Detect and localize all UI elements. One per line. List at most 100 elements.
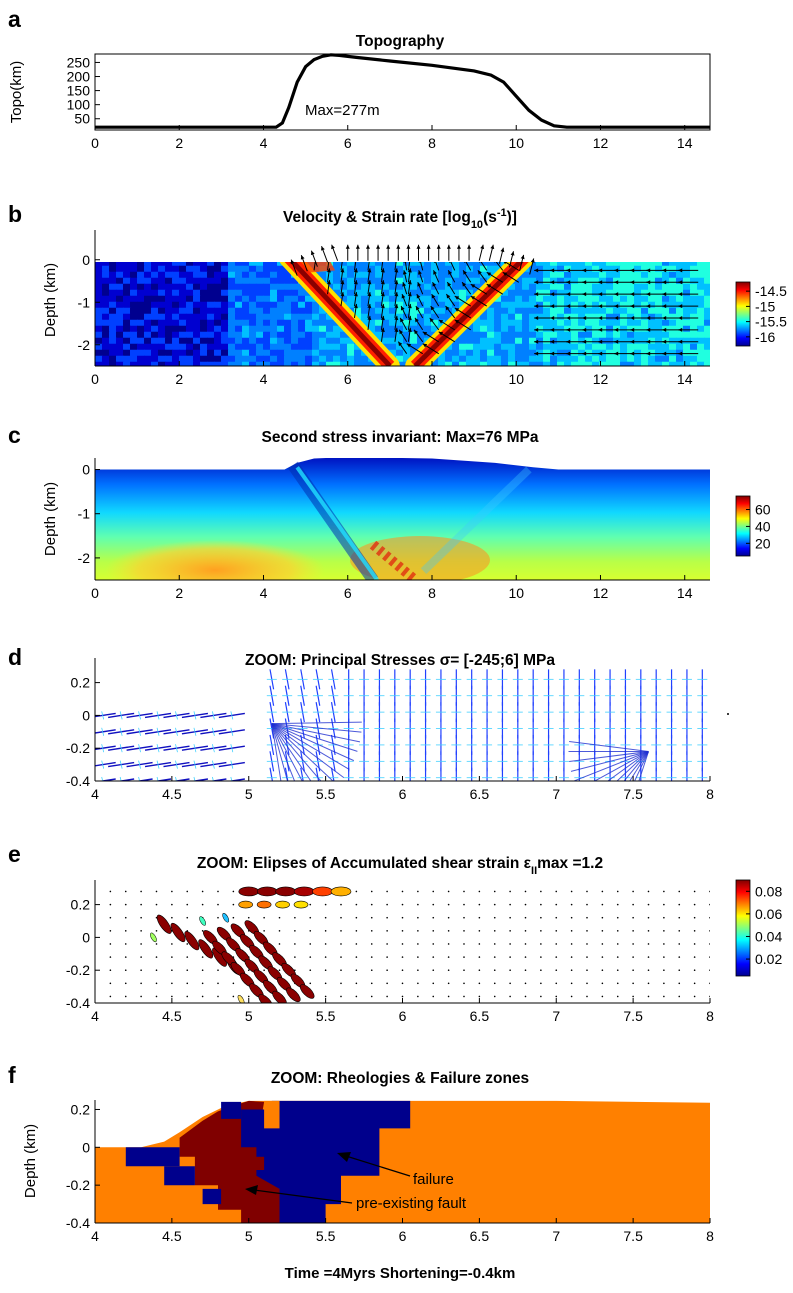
grid-dot <box>602 930 604 932</box>
panel-b: b Velocity & Strain rate [log10(s-1)] 02… <box>8 201 787 387</box>
grid-dot <box>617 943 619 945</box>
grid-dot <box>463 917 465 919</box>
grid-dot <box>294 956 296 958</box>
x-tick-label: 4 <box>260 371 268 387</box>
grid-dot <box>463 956 465 958</box>
grid-dot <box>602 917 604 919</box>
grid-dot <box>402 996 404 998</box>
y-tick-label: -2 <box>78 337 91 353</box>
panel-a-annotation: Max=277m <box>305 102 380 119</box>
grid-dot <box>217 969 219 971</box>
x-tick-label: 4.5 <box>162 786 182 802</box>
grid-dot <box>386 917 388 919</box>
velocity-arrowhead <box>396 245 400 249</box>
grid-dot <box>125 904 127 906</box>
grid-dot <box>448 956 450 958</box>
x-tick-label: 5 <box>245 1008 253 1024</box>
x-tick-label: 5.5 <box>316 1228 336 1244</box>
x-tick-label: 7 <box>552 786 560 802</box>
grid-dot <box>156 969 158 971</box>
y-tick-label: 150 <box>67 83 91 99</box>
grid-dot <box>386 930 388 932</box>
grid-dot <box>678 956 680 958</box>
x-tick-label: 5 <box>245 1228 253 1244</box>
grid-dot <box>632 904 634 906</box>
panel-label-e: e <box>8 841 21 867</box>
grid-dot <box>340 943 342 945</box>
y-tick-label: -0.2 <box>66 740 90 756</box>
failure-patch <box>126 1147 180 1166</box>
grid-dot <box>186 969 188 971</box>
grid-dot <box>602 983 604 985</box>
grid-dot <box>202 996 204 998</box>
grid-dot <box>233 996 235 998</box>
grid-dot <box>555 969 557 971</box>
grid-dot <box>463 904 465 906</box>
colorbar-tick-label: 60 <box>755 502 771 518</box>
fault-patch <box>249 1157 264 1170</box>
grid-dot <box>509 904 511 906</box>
y-tick-label: 0.2 <box>71 897 91 913</box>
grid-dot <box>540 891 542 893</box>
y-tick-label: 250 <box>67 54 91 70</box>
panel-b-colorbar-ticks: -14.5-15-15.5-16 <box>746 283 787 345</box>
colorbar-tick-label: -16 <box>755 329 775 345</box>
grid-dot <box>494 904 496 906</box>
panel-c-title: Second stress invariant: Max=76 MPa <box>262 429 539 446</box>
grid-dot <box>171 904 173 906</box>
grid-dot <box>356 956 358 958</box>
grid-dot <box>279 917 281 919</box>
grid-dot <box>110 996 112 998</box>
grid-dot <box>371 930 373 932</box>
grid-dot <box>448 996 450 998</box>
grid-dot <box>402 930 404 932</box>
x-tick-label: 10 <box>508 371 524 387</box>
grid-dot <box>617 956 619 958</box>
grid-dot <box>709 943 711 945</box>
velocity-arrowhead <box>346 245 350 249</box>
strain-ellipse <box>298 982 316 1000</box>
y-tick-label: -0.4 <box>66 1215 90 1231</box>
x-tick-label: 6 <box>399 786 407 802</box>
grid-dot <box>371 983 373 985</box>
grid-dot <box>325 969 327 971</box>
grid-dot <box>402 983 404 985</box>
grid-dot <box>540 930 542 932</box>
grid-dot <box>386 956 388 958</box>
grid-dot <box>540 983 542 985</box>
grid-dot <box>110 904 112 906</box>
grid-dot <box>663 904 665 906</box>
colorbar-tick-label: 20 <box>755 535 771 551</box>
grid-dot <box>263 930 265 932</box>
grid-dot <box>617 983 619 985</box>
y-tick-label: 0 <box>82 252 90 268</box>
x-tick-label: 0 <box>91 371 99 387</box>
y-tick-label: 0.2 <box>71 1101 91 1117</box>
grid-dot <box>202 956 204 958</box>
grid-dot <box>463 891 465 893</box>
grid-dot <box>140 969 142 971</box>
grid-dot <box>186 904 188 906</box>
grid-dot <box>555 956 557 958</box>
x-tick-label: 7.5 <box>623 1228 643 1244</box>
grid-dot <box>294 943 296 945</box>
grid-dot <box>571 969 573 971</box>
grid-dot <box>325 983 327 985</box>
x-tick-label: 8 <box>428 585 436 601</box>
grid-dot <box>479 930 481 932</box>
velocity-arrowhead <box>511 251 515 255</box>
grid-dot <box>525 930 527 932</box>
grid-dot <box>709 956 711 958</box>
failure-patch <box>164 1166 195 1185</box>
x-tick-label: 14 <box>677 585 693 601</box>
grid-dot <box>279 943 281 945</box>
grid-dot <box>432 969 434 971</box>
grid-dot <box>479 956 481 958</box>
grid-dot <box>309 943 311 945</box>
grid-dot <box>678 904 680 906</box>
grid-dot <box>632 917 634 919</box>
panel-a-ylabel: Topo(km) <box>8 61 25 124</box>
grid-dot <box>140 904 142 906</box>
panel-label-f: f <box>8 1062 16 1088</box>
grid-dot <box>648 904 650 906</box>
